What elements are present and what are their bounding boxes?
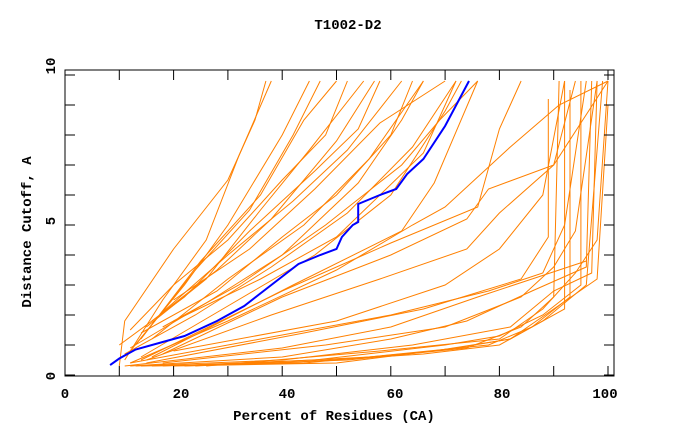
x-axis-label: Percent of Residues (CA) (233, 409, 435, 425)
model-line-16 (162, 80, 479, 328)
model-line-23 (146, 80, 609, 361)
x-tick-label: 20 (173, 387, 190, 403)
series-layer (109, 80, 609, 367)
model-line-12 (151, 80, 424, 340)
model-line-33 (195, 90, 571, 367)
model-line-5 (140, 80, 337, 340)
y-axis-label: Distance Cutoff, A (20, 156, 36, 308)
model-line-34 (130, 80, 587, 364)
chart-title: T1002-D2 (314, 18, 381, 34)
model-line-31 (184, 80, 560, 367)
y-tick-label: 5 (44, 217, 60, 225)
model-line-18 (173, 80, 457, 322)
model-line-29 (162, 81, 582, 367)
model-line-36 (206, 80, 609, 367)
model-line-6 (129, 80, 348, 331)
model-line-21 (151, 80, 479, 358)
x-tick-label: 40 (279, 387, 296, 403)
model-line-19 (130, 80, 609, 364)
model-line-24 (173, 80, 566, 352)
x-tick-label: 60 (387, 387, 404, 403)
model-line-2 (124, 80, 272, 361)
model-line-14 (173, 80, 446, 301)
axis-ticks (64, 70, 614, 376)
highlight-model-line (109, 80, 470, 366)
y-tick-label: 10 (44, 58, 60, 75)
model-line-27 (135, 80, 598, 367)
y-tick-label: 0 (44, 372, 60, 380)
model-line-1 (118, 80, 267, 367)
model-line-32 (151, 80, 604, 367)
model-line-17 (140, 80, 462, 358)
model-line-25 (124, 260, 587, 367)
x-tick-label: 80 (494, 387, 511, 403)
model-line-26 (130, 80, 593, 367)
plot-frame (64, 69, 615, 377)
model-line-35 (146, 99, 549, 364)
model-line-37 (162, 80, 598, 364)
x-tick-label: 100 (592, 387, 617, 403)
model-line-4 (135, 80, 321, 346)
x-tick-label: 0 (61, 387, 69, 403)
model-line-15 (124, 80, 457, 355)
model-line-10 (162, 80, 403, 313)
model-line-9 (119, 80, 381, 346)
model-line-30 (173, 81, 566, 367)
